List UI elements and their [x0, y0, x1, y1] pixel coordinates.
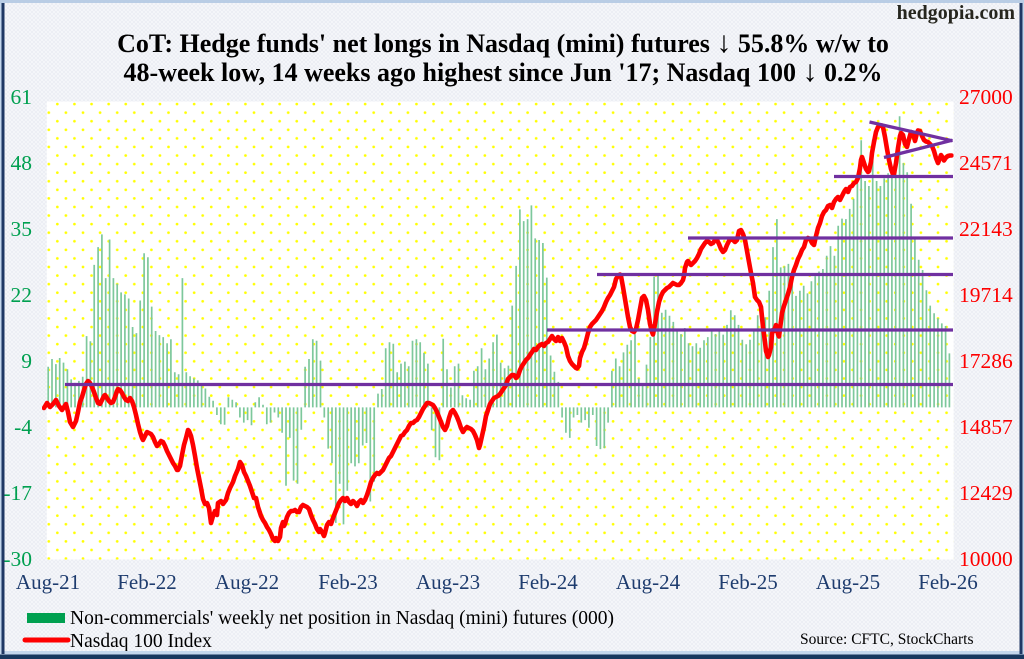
svg-text:Aug-23: Aug-23 — [416, 570, 480, 594]
svg-text:27000: 27000 — [959, 85, 1013, 109]
svg-text:17286: 17286 — [959, 349, 1013, 373]
svg-text:Feb-25: Feb-25 — [718, 570, 778, 594]
svg-text:Aug-21: Aug-21 — [16, 570, 80, 594]
svg-text:Source: CFTC, StockCharts: Source: CFTC, StockCharts — [800, 631, 974, 648]
svg-text:22143: 22143 — [959, 217, 1013, 241]
svg-text:Non-commercials' weekly net po: Non-commercials' weekly net position in … — [70, 608, 614, 629]
svg-text:24571: 24571 — [959, 151, 1013, 175]
svg-text:22: 22 — [11, 283, 33, 307]
svg-text:hedgopia.com: hedgopia.com — [897, 2, 1016, 24]
svg-text:10000: 10000 — [959, 547, 1013, 571]
svg-text:Feb-22: Feb-22 — [117, 570, 177, 594]
svg-text:Feb-24: Feb-24 — [518, 570, 578, 594]
svg-text:48: 48 — [11, 151, 33, 175]
svg-text:Aug-25: Aug-25 — [816, 570, 880, 594]
svg-text:14857: 14857 — [959, 415, 1013, 439]
svg-text:9: 9 — [21, 349, 32, 373]
svg-text:CoT: Hedge funds' net longs in: CoT: Hedge funds' net longs in Nasdaq (m… — [117, 26, 889, 59]
svg-text:-30: -30 — [3, 547, 32, 571]
svg-text:12429: 12429 — [959, 481, 1013, 505]
svg-text:Feb-26: Feb-26 — [918, 570, 978, 594]
svg-text:-17: -17 — [3, 481, 32, 505]
svg-text:Aug-24: Aug-24 — [616, 570, 681, 594]
svg-text:Aug-22: Aug-22 — [215, 570, 279, 594]
svg-text:Nasdaq 100 Index: Nasdaq 100 Index — [70, 631, 212, 652]
svg-text:19714: 19714 — [959, 283, 1013, 307]
svg-text:35: 35 — [11, 217, 33, 241]
svg-text:61: 61 — [11, 85, 33, 109]
svg-text:Feb-23: Feb-23 — [318, 570, 378, 594]
svg-text:48-week low, 14 weeks ago high: 48-week low, 14 weeks ago highest since … — [124, 55, 883, 88]
svg-text:-4: -4 — [14, 415, 32, 439]
